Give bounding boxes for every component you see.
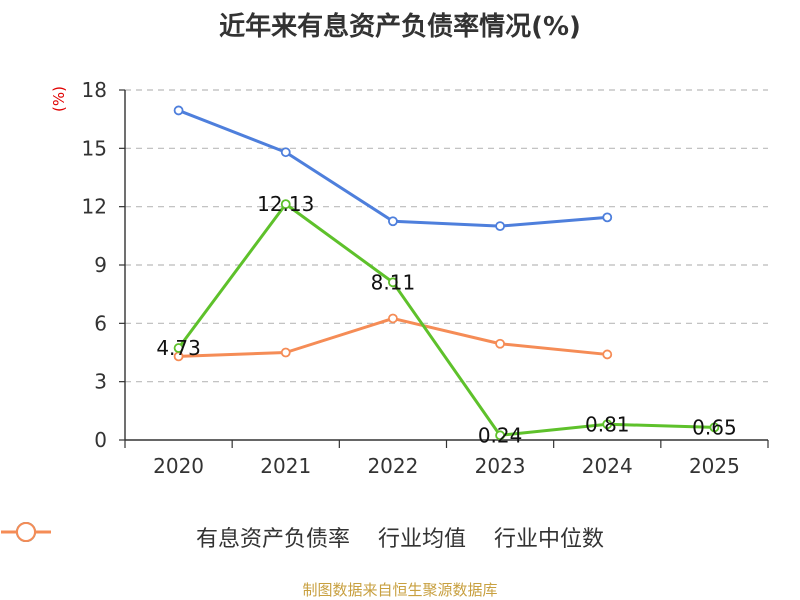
x-tick-label: 2022 [367,454,418,478]
y-tick-label: 12 [82,195,107,219]
y-tick-label: 6 [94,311,107,335]
data-point [280,147,291,158]
data-point [388,216,398,227]
data-point [709,422,720,433]
legend-label: 行业均值 [377,527,466,552]
series-line [178,316,608,358]
x-tick-label: 2025 [689,454,740,478]
x-tick-label: 2023 [475,454,526,478]
data-point [173,343,184,353]
data-point [495,338,505,349]
x-tick-label: 2024 [582,454,633,478]
data-label: 4.73 [156,336,201,360]
x-tick-label: 2021 [260,454,311,478]
y-tick-label: 15 [82,136,107,160]
data-source-note: 制图数据来自恒生聚源数据库 [302,581,498,599]
legend-marker-icon [1,522,51,542]
series-line [178,109,608,228]
legend-label: 有息资产负债率 [195,527,350,552]
data-point [388,313,398,324]
data-label: 0.81 [585,412,630,436]
data-point [280,347,291,358]
data-point [495,430,505,441]
legend-item[interactable]: 有息资产负债率 [1,521,350,553]
series-line [177,202,715,437]
y-tick-label: 18 [82,78,107,102]
chart-legend: 有息资产负债率 行业均值 行业中位数 [0,520,800,554]
data-label: 0.24 [478,423,523,447]
data-label: 0.65 [692,415,737,439]
y-tick-label: 9 [94,253,107,277]
data-point [495,221,505,232]
data-point [280,199,291,210]
y-tick-label: 0 [94,428,107,452]
data-point [388,277,398,288]
chart-title: 近年来有息资产负债率情况(%) [219,12,581,42]
data-point [173,105,184,116]
data-label: 8.11 [371,270,416,294]
data-point [602,419,613,430]
x-tick-label: 2020 [153,454,204,478]
y-tick-label: 3 [94,370,107,394]
legend-item[interactable]: 行业中位数 [1,521,605,553]
legend-item[interactable]: 行业均值 [1,521,466,553]
legend-label: 行业中位数 [494,527,605,552]
data-point [602,212,613,223]
data-label: 12.13 [257,192,314,216]
data-point [602,349,613,360]
